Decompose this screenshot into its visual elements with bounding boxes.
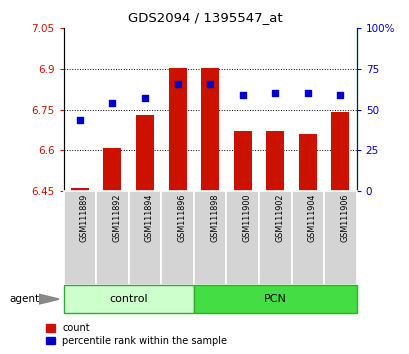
Text: GSM111904: GSM111904 [307,194,316,242]
Point [271,91,278,96]
Bar [324,191,356,285]
Point [206,81,213,86]
Point [336,92,343,98]
Text: control: control [109,294,148,304]
Text: GSM111902: GSM111902 [274,194,283,242]
Point [239,92,245,98]
Bar [266,131,283,191]
Point [142,96,148,101]
Bar [291,191,324,285]
Bar [193,191,226,285]
Text: GSM111906: GSM111906 [339,194,348,242]
Point [174,81,180,86]
Bar [63,285,193,313]
Text: GSM111898: GSM111898 [209,194,218,242]
Text: GSM111889: GSM111889 [80,194,89,242]
Bar [201,68,218,191]
Bar [330,113,348,191]
Bar [298,134,316,191]
Bar [136,115,153,191]
Bar [168,68,186,191]
Bar [128,191,161,285]
Text: GSM111894: GSM111894 [145,194,154,242]
Bar [258,191,291,285]
Point [304,91,310,96]
Bar [63,191,96,285]
Bar [103,148,121,191]
Bar [161,191,193,285]
Point [109,101,115,106]
Point [76,117,83,122]
Legend: count, percentile rank within the sample: count, percentile rank within the sample [46,323,227,346]
Bar [226,191,258,285]
Text: GSM111900: GSM111900 [242,194,251,242]
Text: PCN: PCN [263,294,286,304]
Bar [71,188,89,191]
Bar [96,191,128,285]
Polygon shape [39,294,59,304]
Bar [233,131,251,191]
Text: GSM111896: GSM111896 [177,194,186,242]
Bar [193,285,356,313]
Text: GDS2094 / 1395547_at: GDS2094 / 1395547_at [127,11,282,24]
Text: GSM111892: GSM111892 [112,194,121,242]
Text: agent: agent [9,294,39,304]
